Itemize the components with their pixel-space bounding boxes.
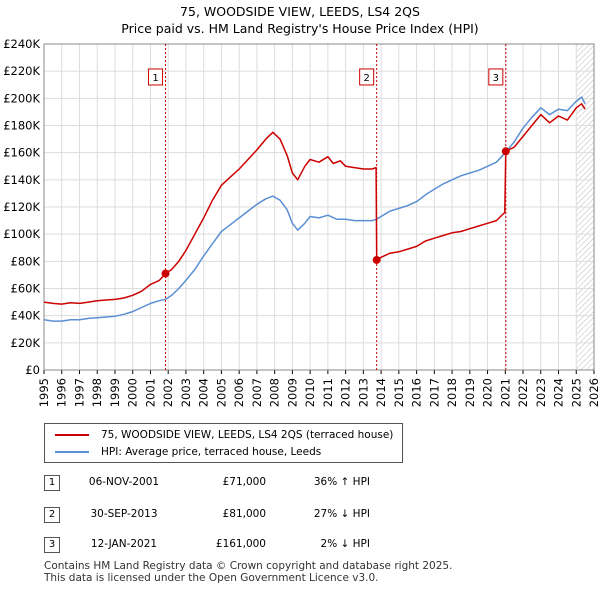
x-tick-label: 2009: [285, 378, 299, 407]
sale-point: [161, 269, 170, 278]
legend-swatch-hpi: [55, 451, 89, 453]
price-chart: £0 £20K £40K £60K £80K £100K £120K £140K £160K £1…: [3, 37, 600, 407]
legend: 75, WOODSIDE VIEW, LEEDS, LS4 2QS (terra…: [44, 423, 403, 463]
x-tick-label: 2002: [161, 378, 175, 407]
x-tick-label: 2010: [303, 378, 317, 407]
sale-hpi-diff: 36% ↑ HPI: [313, 476, 370, 488]
footer-licence: This data is licensed under the Open Gov…: [44, 572, 379, 584]
legend-item-hpi: HPI: Average price, terraced house, Leed…: [55, 444, 321, 460]
x-tick-label: 2019: [463, 378, 477, 407]
sale-label-box: [488, 68, 504, 86]
x-tick-label: 2023: [534, 378, 548, 407]
x-tick-label: 2018: [445, 378, 459, 407]
x-tick-label: 2003: [179, 378, 193, 407]
sale-price: £71,000: [222, 476, 266, 488]
y-tick-label: £200K: [3, 91, 40, 105]
y-tick-label: £140K: [3, 173, 40, 187]
x-tick-label: 2007: [250, 378, 264, 407]
x-tick-label: 2014: [374, 378, 388, 407]
sale-number: 3: [44, 537, 60, 553]
x-tick-label: 2005: [214, 378, 228, 407]
sale-point: [372, 255, 381, 264]
sale-point: [501, 147, 510, 156]
x-tick-label: 2013: [356, 378, 370, 407]
y-tick-label: £240K: [3, 37, 40, 51]
sale-price: £161,000: [215, 538, 266, 550]
table-row: 2 30-SEP-2013 £81,000 27% ↓ HPI: [44, 507, 444, 525]
sale-label: 2: [363, 73, 369, 84]
plot-frame: [43, 43, 595, 371]
sale-date: 30-SEP-2013: [90, 508, 158, 520]
hpi-line: [43, 96, 586, 322]
y-tick-label: £220K: [3, 64, 40, 78]
legend-label-hpi: HPI: Average price, terraced house, Leed…: [101, 446, 322, 458]
table-row: 3 12-JAN-2021 £161,000 2% ↓ HPI: [44, 537, 444, 555]
sale-number: 2: [44, 507, 60, 523]
y-tick-label: £180K: [3, 119, 40, 133]
y-tick-label: £80K: [11, 254, 41, 268]
y-tick-label: £0: [25, 363, 40, 377]
y-tick-label: £160K: [3, 146, 40, 160]
x-tick-label: 1995: [37, 378, 51, 407]
x-tick-label: 2011: [321, 378, 335, 407]
x-tick-label: 2024: [552, 378, 566, 407]
chart-title: 75, WOODSIDE VIEW, LEEDS, LS4 2QS: [180, 4, 420, 19]
sale-label: 1: [152, 73, 158, 84]
y-tick-label: £20K: [11, 336, 41, 350]
x-tick-label: 2000: [126, 378, 140, 407]
x-tick-label: 1996: [55, 378, 69, 407]
x-tick-label: 2006: [232, 378, 246, 407]
legend-label-property: 75, WOODSIDE VIEW, LEEDS, LS4 2QS (terra…: [101, 429, 394, 441]
sale-date: 06-NOV-2001: [88, 476, 160, 488]
x-tick-label: 2022: [516, 378, 530, 407]
sale-label-box: [359, 68, 375, 86]
table-row: 1 06-NOV-2001 £71,000 36% ↑ HPI: [44, 475, 444, 493]
x-tick-label: 2004: [197, 378, 211, 407]
x-tick-label: 2021: [498, 378, 512, 407]
legend-swatch-property: [55, 434, 89, 436]
x-tick-label: 2020: [481, 378, 495, 407]
footer-copyright: Contains HM Land Registry data © Crown c…: [44, 560, 453, 572]
sale-number: 1: [44, 475, 60, 491]
y-tick-label: £60K: [11, 282, 41, 296]
legend-item-property: 75, WOODSIDE VIEW, LEEDS, LS4 2QS (terra…: [55, 427, 393, 443]
x-tick-label: 1997: [72, 378, 86, 407]
x-tick-label: 1998: [90, 378, 104, 407]
x-tick-label: 2015: [392, 378, 406, 407]
sale-label-box: [148, 68, 164, 86]
x-tick-label: 2016: [410, 378, 424, 407]
y-tick-label: £120K: [3, 200, 40, 214]
x-tick-label: 2008: [268, 378, 282, 407]
sale-date: 12-JAN-2021: [90, 538, 158, 550]
x-tick-label: 1999: [108, 378, 122, 407]
x-tick-label: 2025: [569, 378, 583, 407]
chart-subtitle: Price paid vs. HM Land Registry's House …: [121, 21, 479, 36]
sale-price: £81,000: [222, 508, 266, 520]
x-tick-label: 2012: [339, 378, 353, 407]
property-price-line: [43, 103, 586, 305]
sale-hpi-diff: 27% ↓ HPI: [313, 508, 370, 520]
y-tick-label: £100K: [3, 227, 40, 241]
y-tick-label: £40K: [11, 309, 41, 323]
x-tick-label: 2017: [427, 378, 441, 407]
x-tick-label: 2001: [143, 378, 157, 407]
sale-label: 3: [493, 73, 499, 84]
x-tick-label: 2026: [587, 378, 600, 407]
sale-hpi-diff: 2% ↓ HPI: [320, 538, 370, 550]
